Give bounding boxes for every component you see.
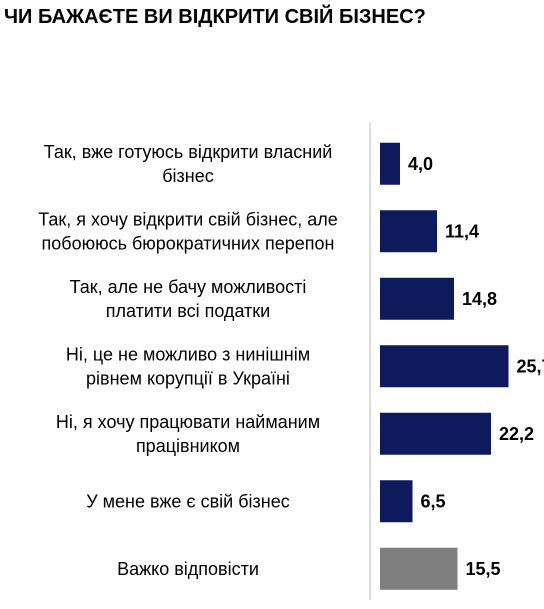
category-label-1: Так, вже готуюсь відкрити власний бізнес — [44, 142, 333, 186]
value-label-1: 4,0 — [408, 154, 433, 174]
category-label-3: Так, але не бачу можливості платити всі п… — [70, 277, 307, 321]
category-label-2: Так, я хочу відкрити свій бізнес, але поб… — [38, 209, 338, 253]
bar-4 — [380, 345, 509, 388]
value-label-6: 6,5 — [421, 491, 446, 511]
value-label-2: 11,4 — [445, 221, 479, 241]
chart-title: ЧИ БАЖАЄТЕ ВИ ВІДКРИТИ СВІЙ БІЗНЕС? — [4, 6, 426, 28]
bar-1 — [380, 142, 400, 185]
value-label-3: 14,8 — [462, 289, 497, 309]
category-label-5: Ні, я хочу працювати найманим працівником — [56, 412, 320, 456]
bar-5 — [380, 412, 491, 455]
bar-7 — [380, 547, 458, 590]
value-label-4: 25,7 — [517, 356, 544, 376]
bar-2 — [380, 210, 437, 253]
bar-6 — [380, 480, 413, 523]
value-label-5: 22,2 — [499, 424, 534, 444]
value-label-7: 15,5 — [466, 559, 501, 579]
category-label-6: У мене вже є свій бізнес — [86, 491, 290, 511]
bar-3 — [380, 277, 454, 320]
category-label-4: Ні, це не можливо з нинішнім рівнем коруп… — [66, 344, 310, 388]
category-label-7: Важко відповісти — [117, 559, 259, 579]
